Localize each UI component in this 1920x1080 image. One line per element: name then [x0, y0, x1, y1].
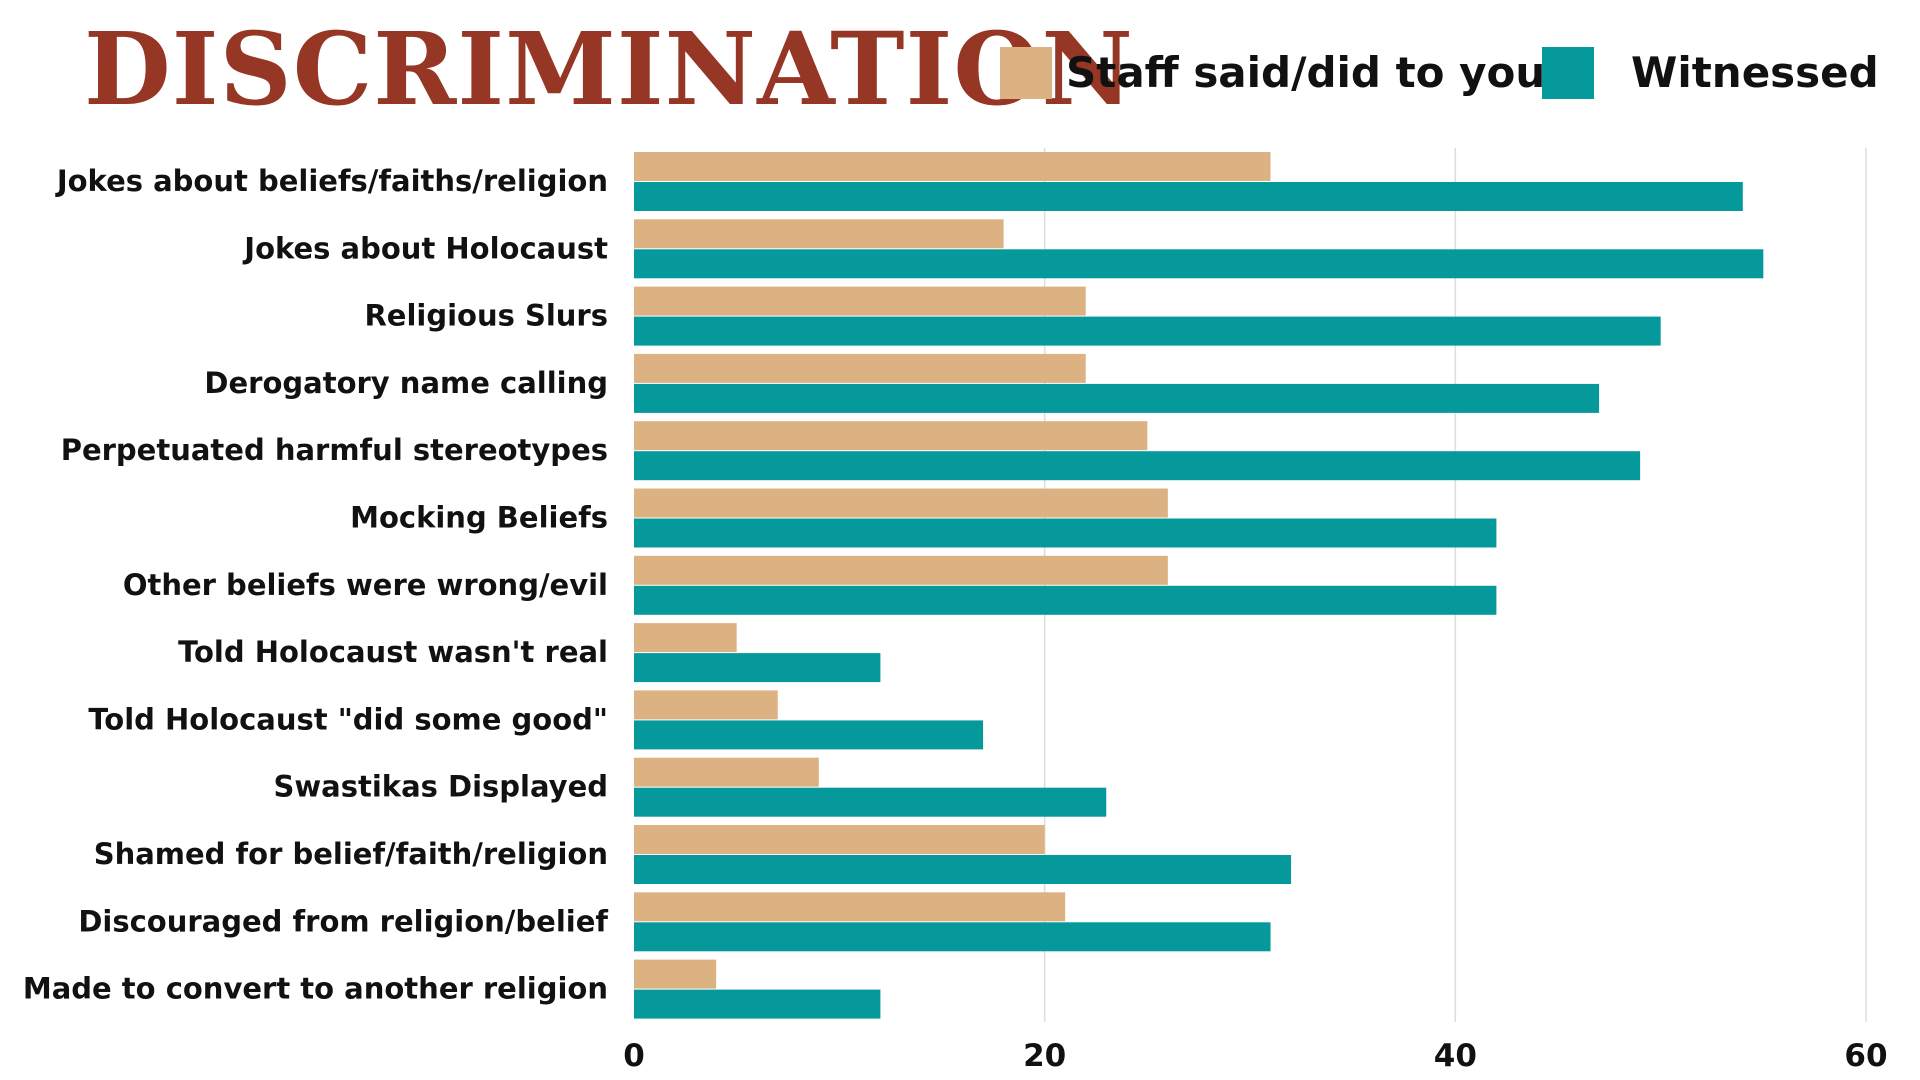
x-tick-label: 60	[1844, 1038, 1887, 1074]
bar-staff-8	[634, 690, 778, 720]
x-tick-label: 0	[623, 1038, 645, 1074]
category-label: Perpetuated harmful stereotypes	[61, 433, 608, 467]
legend-swatch-staff	[1000, 47, 1052, 99]
bar-staff-9	[634, 757, 819, 787]
bar-witnessed-6	[634, 585, 1497, 615]
category-label: Told Holocaust "did some good"	[88, 702, 608, 736]
bar-staff-11	[634, 892, 1066, 922]
bar-staff-6	[634, 555, 1168, 585]
category-label: Mocking Beliefs	[350, 501, 608, 535]
chart-title: DISCRIMINATION	[84, 10, 1134, 128]
category-label: Made to convert to another religion	[23, 972, 608, 1006]
category-label: Religious Slurs	[364, 299, 608, 333]
bar-staff-10	[634, 825, 1045, 854]
bar-witnessed-9	[634, 787, 1107, 817]
category-label: Told Holocaust wasn't real	[178, 635, 608, 669]
bar-witnessed-7	[634, 653, 881, 683]
bar-staff-7	[634, 623, 737, 653]
bar-witnessed-10	[634, 855, 1292, 884]
category-label: Jokes about beliefs/faiths/religion	[55, 164, 608, 198]
bar-witnessed-3	[634, 383, 1600, 413]
category-label: Shamed for belief/faith/religion	[94, 837, 608, 871]
bar-staff-4	[634, 421, 1148, 451]
bar-witnessed-11	[634, 922, 1271, 952]
bar-staff-12	[634, 959, 717, 989]
bar-staff-2	[634, 286, 1086, 316]
category-label: Derogatory name calling	[204, 366, 608, 400]
category-label: Other beliefs were wrong/evil	[123, 568, 608, 602]
bar-staff-3	[634, 353, 1086, 383]
bar-witnessed-8	[634, 720, 984, 750]
bar-staff-0	[634, 152, 1271, 181]
bar-witnessed-2	[634, 316, 1661, 346]
category-label: Discouraged from religion/belief	[78, 904, 608, 938]
bar-staff-5	[634, 488, 1168, 518]
x-tick-label: 20	[1023, 1038, 1066, 1074]
legend-swatch-witnessed	[1542, 47, 1594, 99]
category-label: Jokes about Holocaust	[242, 231, 608, 265]
bar-staff-1	[634, 219, 1004, 249]
bar-witnessed-5	[634, 518, 1497, 548]
bar-witnessed-4	[634, 451, 1641, 481]
legend-label-witnessed: Witnessed	[1631, 48, 1879, 97]
bar-witnessed-12	[634, 989, 881, 1019]
bar-witnessed-0	[634, 182, 1743, 211]
category-label: Swastikas Displayed	[273, 770, 608, 804]
x-tick-label: 40	[1434, 1038, 1477, 1074]
legend-label-staff: Staff said/did to you	[1066, 48, 1546, 97]
bar-witnessed-1	[634, 249, 1764, 279]
